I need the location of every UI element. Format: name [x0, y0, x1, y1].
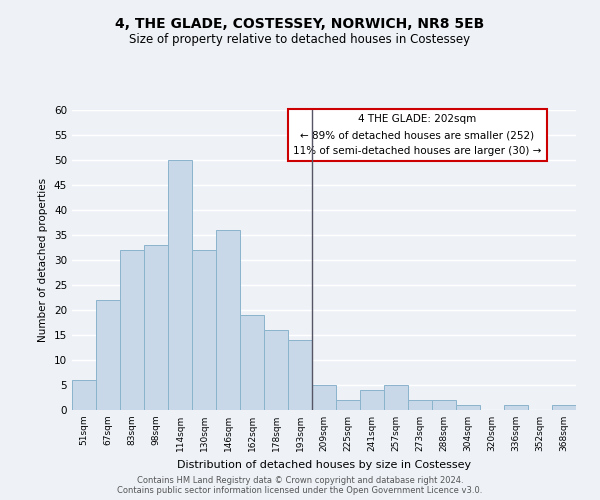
Bar [360, 390, 384, 410]
Bar [240, 315, 264, 410]
Bar [144, 245, 168, 410]
Bar [264, 330, 288, 410]
Bar [336, 400, 360, 410]
Bar [72, 380, 96, 410]
Bar [456, 405, 480, 410]
Bar [504, 405, 528, 410]
Bar [168, 160, 192, 410]
Bar [552, 405, 576, 410]
Text: Contains HM Land Registry data © Crown copyright and database right 2024.: Contains HM Land Registry data © Crown c… [137, 476, 463, 485]
Bar [96, 300, 120, 410]
Bar [384, 385, 408, 410]
Bar [288, 340, 312, 410]
Bar [312, 385, 336, 410]
Bar [192, 250, 216, 410]
Bar [216, 230, 240, 410]
X-axis label: Distribution of detached houses by size in Costessey: Distribution of detached houses by size … [177, 460, 471, 469]
Y-axis label: Number of detached properties: Number of detached properties [38, 178, 49, 342]
Bar [120, 250, 144, 410]
Bar [408, 400, 432, 410]
Text: 4 THE GLADE: 202sqm
← 89% of detached houses are smaller (252)
11% of semi-detac: 4 THE GLADE: 202sqm ← 89% of detached ho… [293, 114, 541, 156]
Bar [432, 400, 456, 410]
Text: Contains public sector information licensed under the Open Government Licence v3: Contains public sector information licen… [118, 486, 482, 495]
Text: Size of property relative to detached houses in Costessey: Size of property relative to detached ho… [130, 32, 470, 46]
Text: 4, THE GLADE, COSTESSEY, NORWICH, NR8 5EB: 4, THE GLADE, COSTESSEY, NORWICH, NR8 5E… [115, 18, 485, 32]
